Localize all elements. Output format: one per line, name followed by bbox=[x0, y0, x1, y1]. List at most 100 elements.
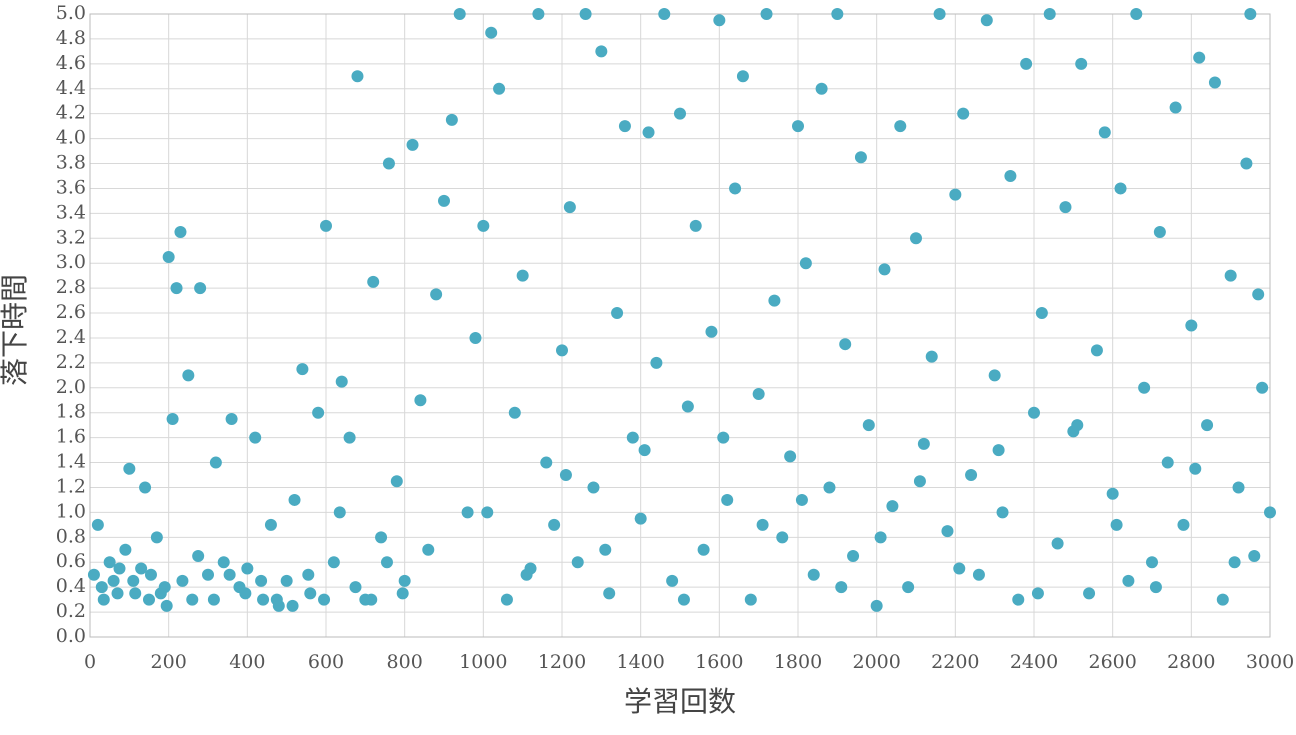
point bbox=[241, 562, 254, 575]
point bbox=[941, 525, 954, 538]
point bbox=[127, 574, 140, 587]
point bbox=[874, 531, 887, 544]
point bbox=[972, 568, 985, 581]
point bbox=[792, 120, 804, 133]
point bbox=[634, 512, 647, 525]
x-tick-label: 1600 bbox=[695, 651, 743, 673]
point bbox=[349, 581, 362, 594]
x-axis-title: 学習回数 bbox=[624, 685, 736, 718]
x-tick-label: 2600 bbox=[1088, 651, 1136, 673]
y-tick-label: 3.8 bbox=[56, 152, 86, 174]
point bbox=[1224, 269, 1237, 282]
point bbox=[540, 456, 553, 469]
point bbox=[1028, 406, 1040, 419]
point bbox=[658, 8, 671, 20]
point bbox=[103, 556, 116, 569]
point bbox=[302, 568, 315, 581]
point bbox=[1051, 537, 1064, 550]
point bbox=[461, 506, 474, 519]
x-tick-label: 1000 bbox=[459, 651, 507, 673]
point bbox=[225, 412, 238, 425]
point bbox=[611, 307, 624, 320]
point bbox=[677, 593, 690, 606]
point bbox=[170, 282, 183, 295]
point bbox=[351, 70, 364, 83]
y-tick-label: 0.0 bbox=[56, 625, 86, 647]
point bbox=[312, 406, 325, 419]
point bbox=[162, 250, 175, 263]
x-tick-label: 3000 bbox=[1246, 651, 1294, 673]
point bbox=[1193, 51, 1206, 64]
point bbox=[579, 8, 592, 20]
point bbox=[95, 581, 108, 594]
point bbox=[996, 506, 1009, 519]
point bbox=[674, 107, 686, 120]
plot-frame bbox=[89, 13, 1271, 638]
point bbox=[280, 574, 293, 587]
x-tick-label: 1400 bbox=[616, 651, 664, 673]
point bbox=[886, 500, 899, 513]
point bbox=[1031, 587, 1044, 600]
point bbox=[135, 562, 148, 575]
point bbox=[563, 201, 576, 214]
point bbox=[335, 375, 348, 388]
point bbox=[382, 157, 395, 170]
point bbox=[756, 518, 769, 531]
x-tick-label: 2400 bbox=[1010, 651, 1058, 673]
y-tick-label: 3.0 bbox=[56, 251, 86, 273]
point bbox=[603, 587, 616, 600]
point bbox=[556, 344, 568, 357]
point bbox=[217, 556, 230, 569]
point bbox=[438, 194, 450, 207]
point bbox=[320, 219, 332, 232]
point bbox=[1075, 57, 1088, 70]
point bbox=[913, 475, 926, 488]
y-tick-label: 2.8 bbox=[56, 276, 86, 298]
point bbox=[839, 338, 852, 351]
point bbox=[1161, 456, 1174, 469]
point bbox=[548, 518, 561, 531]
point bbox=[729, 182, 742, 195]
point bbox=[957, 107, 970, 120]
point bbox=[207, 593, 220, 606]
point bbox=[422, 543, 435, 556]
y-tick-label: 0.8 bbox=[56, 525, 86, 547]
point bbox=[469, 331, 482, 344]
point bbox=[752, 388, 765, 401]
point bbox=[587, 481, 600, 494]
point bbox=[831, 8, 844, 20]
point bbox=[508, 406, 521, 419]
point bbox=[768, 294, 781, 307]
y-tick-label: 2.0 bbox=[56, 376, 86, 398]
point bbox=[823, 481, 836, 494]
point bbox=[445, 113, 458, 126]
point bbox=[202, 568, 214, 581]
point bbox=[1090, 344, 1103, 357]
point bbox=[209, 456, 222, 469]
point bbox=[902, 581, 915, 594]
point bbox=[270, 593, 283, 606]
point bbox=[1208, 76, 1221, 89]
point bbox=[406, 138, 419, 151]
y-tick-label: 2.4 bbox=[56, 326, 86, 348]
point bbox=[862, 419, 875, 432]
point bbox=[1248, 550, 1261, 563]
point bbox=[1071, 419, 1084, 432]
point bbox=[595, 45, 608, 58]
point bbox=[988, 369, 1001, 382]
x-tick-label: 800 bbox=[387, 651, 423, 673]
y-axis-title: 落下時間 bbox=[0, 274, 31, 386]
point bbox=[1177, 518, 1190, 531]
point bbox=[1114, 182, 1127, 195]
y-tick-label: 3.4 bbox=[56, 201, 86, 223]
point bbox=[160, 599, 173, 612]
y-tick-label: 0.2 bbox=[56, 600, 86, 622]
point bbox=[1043, 8, 1056, 20]
point bbox=[150, 531, 163, 544]
point bbox=[992, 444, 1005, 457]
point bbox=[1216, 593, 1229, 606]
point bbox=[807, 568, 820, 581]
point bbox=[618, 120, 631, 133]
point bbox=[91, 518, 104, 531]
